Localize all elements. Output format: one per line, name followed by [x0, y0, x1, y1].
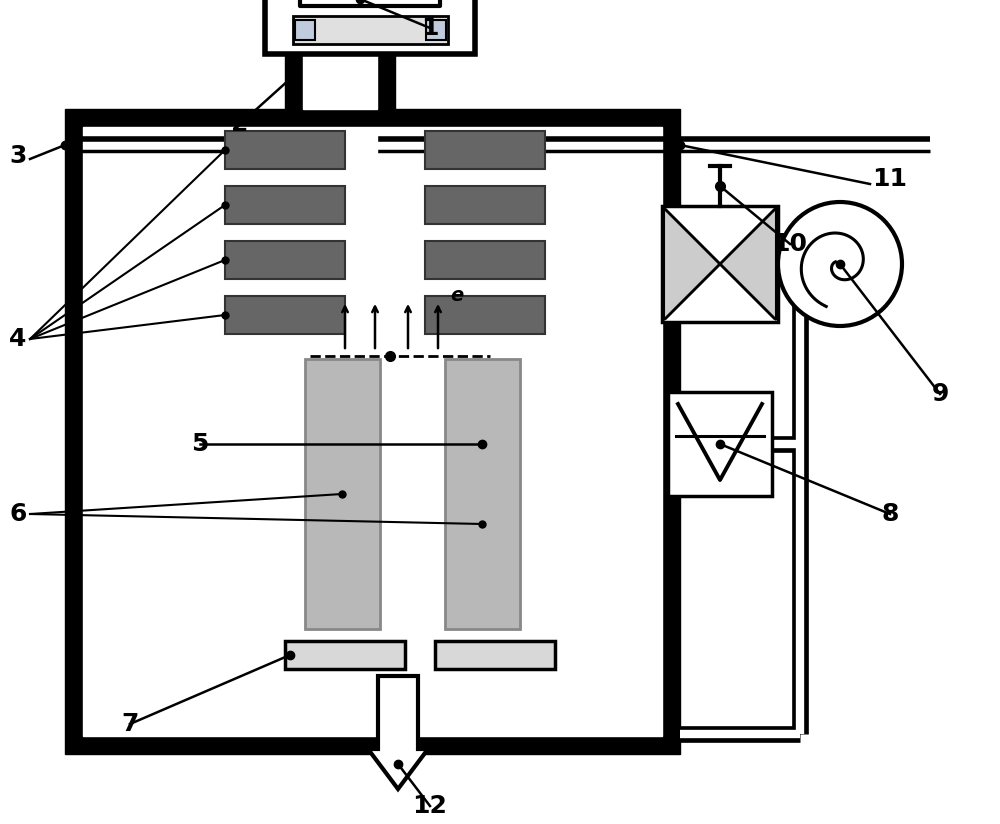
Bar	[668, 392, 772, 496]
Text: 5: 5	[191, 432, 209, 456]
Bar	[425, 131, 545, 169]
Bar	[662, 206, 778, 322]
Circle shape	[778, 202, 902, 326]
Bar	[303, 54, 377, 109]
Bar	[425, 241, 545, 279]
Bar	[225, 131, 345, 169]
Bar	[285, 54, 395, 109]
Text: 11: 11	[872, 167, 908, 191]
Bar	[425, 296, 545, 334]
Text: 8: 8	[881, 502, 899, 526]
Bar	[225, 241, 345, 279]
Bar	[265, 0, 475, 54]
FancyArrow shape	[368, 676, 428, 789]
Bar	[83, 127, 662, 736]
Text: 12: 12	[413, 794, 447, 818]
Text: 9: 9	[931, 382, 949, 406]
Bar	[425, 186, 545, 224]
Bar	[295, 20, 315, 40]
Bar	[65, 109, 680, 754]
Bar	[285, 641, 405, 669]
Text: 7: 7	[121, 712, 139, 736]
Bar	[305, 359, 380, 629]
Bar	[426, 20, 446, 40]
Bar	[293, 16, 448, 44]
Text: 10: 10	[772, 232, 808, 256]
Polygon shape	[720, 208, 776, 320]
Bar	[435, 641, 555, 669]
Text: 3: 3	[9, 144, 27, 168]
Bar	[225, 186, 345, 224]
Text: e: e	[450, 286, 463, 305]
Polygon shape	[664, 208, 720, 320]
Text: 2: 2	[231, 112, 249, 136]
Bar	[445, 359, 520, 629]
Text: 4: 4	[9, 327, 27, 351]
Text: 1: 1	[421, 16, 439, 40]
Text: 6: 6	[9, 502, 27, 526]
Bar	[225, 296, 345, 334]
